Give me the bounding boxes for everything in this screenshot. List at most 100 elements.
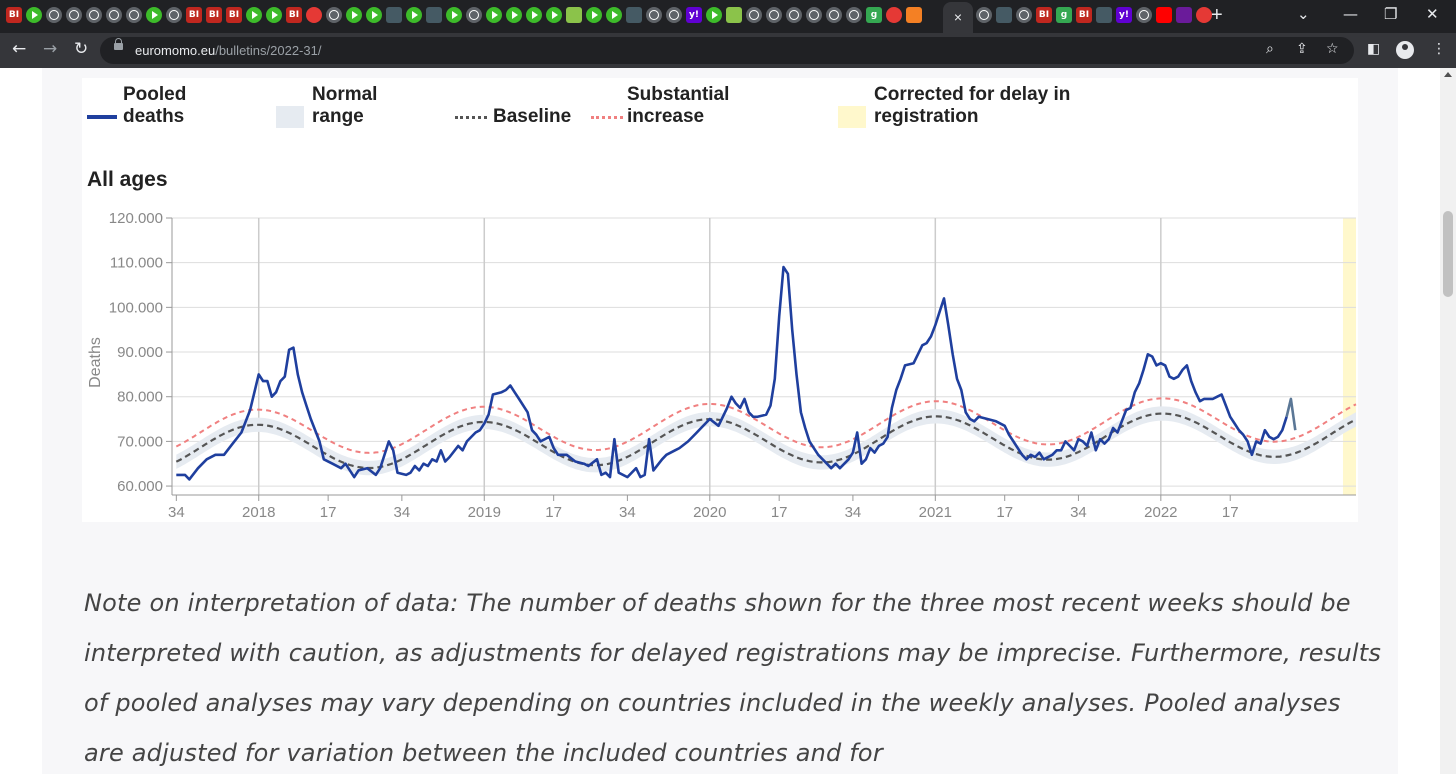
- tab-favicon-globe[interactable]: [46, 7, 62, 23]
- tab-favicon-play[interactable]: [146, 7, 162, 23]
- forward-arrow-icon[interactable]: →: [43, 39, 58, 59]
- tab-favicon-dark[interactable]: [1096, 7, 1112, 23]
- tab-favicon-red[interactable]: [1196, 7, 1212, 23]
- side-panel-icon[interactable]: ◧: [1367, 41, 1381, 57]
- tab-favicon-yahoo[interactable]: y!: [686, 7, 702, 23]
- new-tab-button[interactable]: +: [1211, 4, 1223, 26]
- tab-favicon-purple[interactable]: [1176, 7, 1192, 23]
- pooled-deaths-line: [176, 265, 1288, 481]
- tab-favicon-chk[interactable]: [726, 7, 742, 23]
- tab-favicons-right[interactable]: BI g BI y!: [976, 7, 1216, 27]
- tab-favicon-globe[interactable]: [746, 7, 762, 23]
- baseline-line: [175, 412, 1357, 470]
- tab-favicon-play[interactable]: [246, 7, 262, 23]
- tab-favicon-globe[interactable]: [86, 7, 102, 23]
- mortality-chart[interactable]: 120.000 110.000 100.000 90.000 80.000 70.000 6…: [82, 200, 1358, 524]
- zoom-icon[interactable]: ⌕: [1266, 41, 1274, 57]
- tab-favicon-play[interactable]: [26, 7, 42, 23]
- tab-favicon-yahoo[interactable]: y!: [1116, 7, 1132, 23]
- tab-favicon-globe[interactable]: [826, 7, 842, 23]
- tab-favicon-globe[interactable]: [166, 7, 182, 23]
- back-arrow-icon[interactable]: ←: [12, 39, 27, 59]
- tab-favicon-globe[interactable]: [1016, 7, 1032, 23]
- tab-strip: BI BI BI BI BI y! g × BI g BI y! + ⌄ — ❐ ✕: [0, 0, 1456, 33]
- profile-icon[interactable]: [1396, 41, 1414, 59]
- tab-favicon-red[interactable]: [886, 7, 902, 23]
- tab-favicon-globe[interactable]: [66, 7, 82, 23]
- tab-favicon-play[interactable]: [706, 7, 722, 23]
- x-tick-label: 2021: [919, 504, 952, 521]
- close-window-icon[interactable]: ✕: [1426, 5, 1439, 23]
- tab-favicon-bi[interactable]: BI: [6, 7, 22, 23]
- tab-favicon-globe[interactable]: [1136, 7, 1152, 23]
- legend-substantial-increase[interactable]: Substantial increase: [627, 84, 730, 127]
- tab-favicon-red[interactable]: [306, 7, 322, 23]
- lock-icon[interactable]: [114, 38, 123, 50]
- scroll-up-icon[interactable]: [1444, 72, 1452, 77]
- tab-favicon-dark[interactable]: [996, 7, 1012, 23]
- legend-normal-swatch: [276, 106, 304, 128]
- active-tab[interactable]: ×: [943, 2, 973, 33]
- tab-favicon-bi[interactable]: BI: [1076, 7, 1092, 23]
- tab-favicon-dark[interactable]: [426, 7, 442, 23]
- legend-baseline[interactable]: Baseline: [493, 106, 572, 127]
- tab-favicon-bi[interactable]: BI: [1036, 7, 1052, 23]
- tab-favicon-play[interactable]: [406, 7, 422, 23]
- tab-search-icon[interactable]: ⌄: [1297, 5, 1310, 23]
- tab-favicon-play[interactable]: [346, 7, 362, 23]
- tab-favicon-globe[interactable]: [326, 7, 342, 23]
- share-icon[interactable]: ⇪: [1296, 41, 1308, 57]
- tab-favicon-play[interactable]: [266, 7, 282, 23]
- tab-favicon-globe[interactable]: [646, 7, 662, 23]
- reload-icon[interactable]: ↻: [74, 39, 89, 59]
- tab-favicon-globe[interactable]: [806, 7, 822, 23]
- tab-favicon-play[interactable]: [546, 7, 562, 23]
- tab-favicon-orange[interactable]: [906, 7, 922, 23]
- tab-favicon-youtube[interactable]: [1156, 7, 1172, 23]
- legend-corrected-delay[interactable]: Corrected for delay in registration: [874, 84, 1071, 127]
- tab-favicons[interactable]: BI BI BI BI BI y! g: [6, 7, 926, 27]
- tab-favicon-g9[interactable]: g: [866, 7, 882, 23]
- menu-icon[interactable]: ⋮: [1432, 41, 1446, 57]
- tab-favicon-play[interactable]: [586, 7, 602, 23]
- tab-favicon-g9[interactable]: g: [1056, 7, 1072, 23]
- close-tab-icon[interactable]: ×: [953, 9, 963, 25]
- tab-favicon-globe[interactable]: [126, 7, 142, 23]
- tab-favicon-globe[interactable]: [766, 7, 782, 23]
- tab-favicon-globe[interactable]: [786, 7, 802, 23]
- tab-favicon-bi[interactable]: BI: [186, 7, 202, 23]
- tab-favicon-globe[interactable]: [466, 7, 482, 23]
- legend-normal-range[interactable]: Normal range: [312, 84, 378, 127]
- tab-favicon-dark[interactable]: [626, 7, 642, 23]
- scroll-thumb[interactable]: [1443, 211, 1453, 297]
- tab-favicon-play[interactable]: [486, 7, 502, 23]
- tab-favicon-play[interactable]: [606, 7, 622, 23]
- y-tick-label: 110.000: [110, 255, 163, 272]
- tab-favicon-globe[interactable]: [846, 7, 862, 23]
- x-tick-label: 17: [320, 504, 337, 521]
- address-bar[interactable]: euromomo.eu/bulletins/2022-31/ ⌕ ⇪ ☆: [100, 37, 1354, 64]
- minimize-icon[interactable]: —: [1343, 5, 1358, 23]
- url-text[interactable]: euromomo.eu/bulletins/2022-31/: [135, 43, 322, 58]
- tab-favicon-play[interactable]: [506, 7, 522, 23]
- tab-favicon-bi[interactable]: BI: [286, 7, 302, 23]
- tab-favicon-globe[interactable]: [976, 7, 992, 23]
- star-icon[interactable]: ☆: [1326, 41, 1339, 57]
- tab-favicon-dark[interactable]: [386, 7, 402, 23]
- y-tick-label: 80.000: [117, 389, 163, 406]
- legend-pooled-deaths[interactable]: Pooled deaths: [123, 84, 187, 127]
- tab-favicon-chk[interactable]: [566, 7, 582, 23]
- tab-favicon-bi[interactable]: BI: [226, 7, 242, 23]
- y-tick-label: 60.000: [117, 478, 163, 495]
- restore-icon[interactable]: ❐: [1384, 5, 1398, 23]
- tab-favicon-play[interactable]: [366, 7, 382, 23]
- tab-favicon-globe[interactable]: [106, 7, 122, 23]
- x-tick-label: 2020: [693, 504, 726, 521]
- tab-favicon-globe[interactable]: [666, 7, 682, 23]
- tab-favicon-bi[interactable]: BI: [206, 7, 222, 23]
- page-scrollbar[interactable]: [1440, 68, 1456, 774]
- tab-favicon-play[interactable]: [446, 7, 462, 23]
- legend-corrected-swatch: [838, 106, 866, 128]
- tab-favicon-play[interactable]: [526, 7, 542, 23]
- x-tick-label: 34: [394, 504, 411, 521]
